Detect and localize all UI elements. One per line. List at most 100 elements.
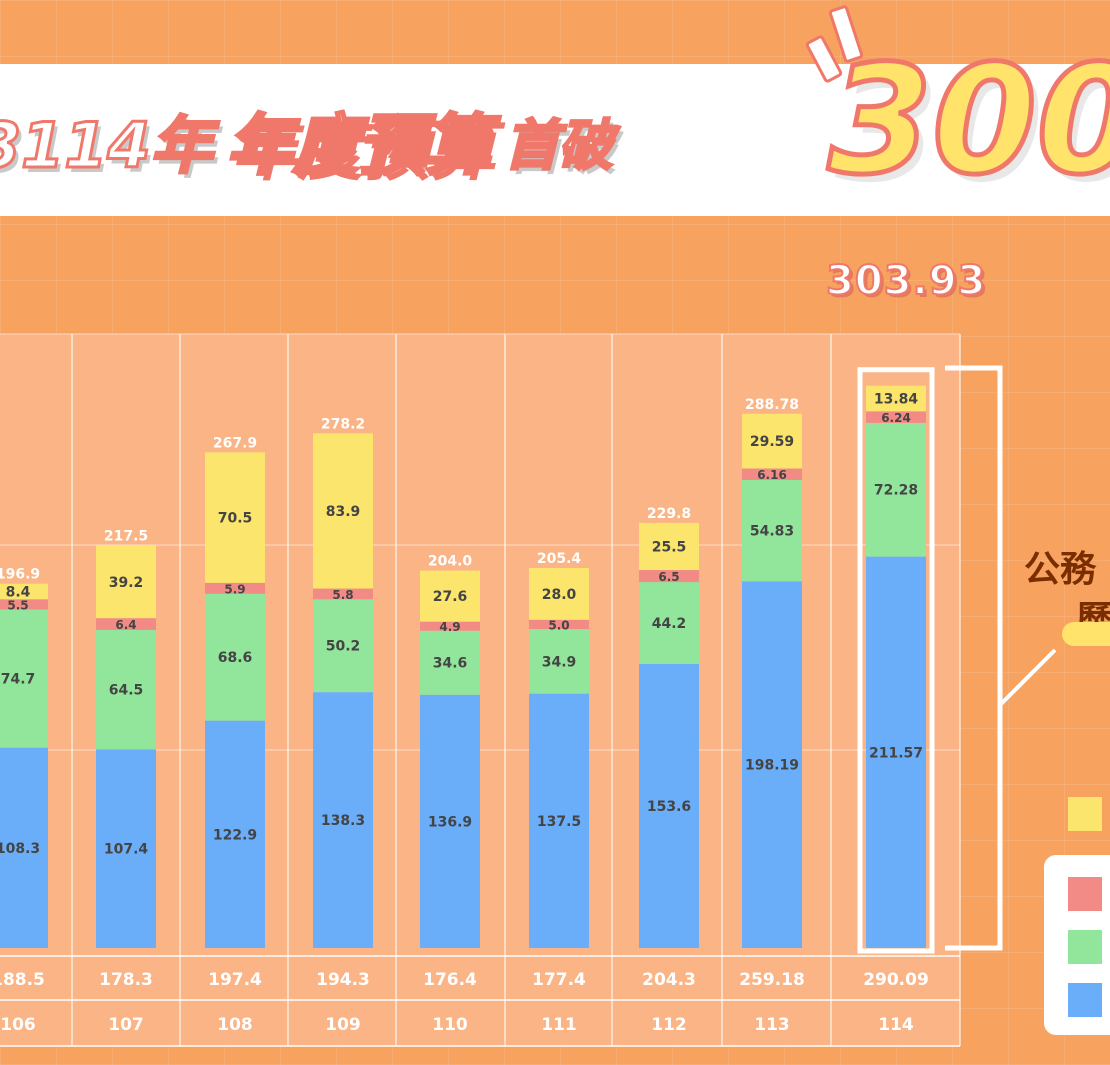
- bar-111-seg0: [529, 693, 589, 948]
- value-label-106-seg1: 74.7: [1, 672, 36, 688]
- row-value-113: 259.18: [739, 970, 805, 990]
- bar-111-seg3: [529, 568, 589, 620]
- title-300: 300: [825, 34, 1110, 208]
- value-label-111-seg2: 5.0: [548, 618, 569, 632]
- bar-106-seg1: [0, 609, 48, 748]
- value-label-106-seg3: 8.4: [6, 585, 31, 601]
- bar-110-seg3: [420, 570, 480, 622]
- row-value-108: 197.4: [208, 970, 262, 990]
- year-label-114: 114: [878, 1015, 914, 1035]
- value-label-111-seg3: 28.0: [542, 587, 577, 603]
- total-label-108: 267.9: [213, 435, 257, 451]
- bar-113-seg3: [742, 413, 802, 469]
- bar-107-seg3: [96, 545, 156, 619]
- value-label-110-seg3: 27.6: [433, 589, 468, 605]
- value-label-110-seg1: 34.6: [433, 656, 468, 672]
- value-label-107-seg1: 64.5: [109, 683, 144, 699]
- bar-106-seg3: [0, 583, 48, 600]
- chart-grid: [0, 333, 961, 1047]
- value-label-112-seg3: 25.5: [652, 539, 687, 555]
- value-label-110-seg0: 136.9: [428, 814, 472, 830]
- bar-106-seg0: [0, 747, 48, 948]
- bar-112-seg2: [639, 570, 699, 583]
- bar-107-seg0: [96, 749, 156, 948]
- total-label-107: 217.5: [104, 529, 148, 545]
- bar-110-seg0: [420, 694, 480, 948]
- total-label-106: 196.9: [0, 567, 40, 583]
- value-label-113-seg2: 6.16: [757, 468, 787, 482]
- bar-111-seg1: [529, 629, 589, 694]
- value-label-114-seg3: 13.84: [874, 392, 919, 408]
- bar-108-seg1: [205, 593, 265, 721]
- title-year: 3114年: [0, 108, 214, 184]
- highlight-outline-114: [857, 367, 935, 954]
- bar-109-seg2: [313, 588, 373, 600]
- total-label-111: 205.4: [537, 551, 582, 567]
- value-label-108-seg0: 122.9: [213, 827, 257, 843]
- bar-109-seg3: [313, 433, 373, 589]
- value-label-112-seg0: 153.6: [647, 799, 691, 815]
- year-label-107: 107: [108, 1015, 144, 1035]
- value-label-111-seg0: 137.5: [537, 814, 581, 830]
- year-label-109: 109: [325, 1015, 361, 1035]
- value-label-109-seg3: 83.9: [326, 504, 361, 520]
- bar-109-seg0: [313, 692, 373, 948]
- value-label-107-seg3: 39.2: [109, 575, 144, 591]
- value-label-112-seg1: 44.2: [652, 616, 687, 632]
- bar-111-seg2: [529, 619, 589, 630]
- bar-108-seg2: [205, 582, 265, 594]
- bar-112-seg0: [639, 663, 699, 948]
- bar-108-seg0: [205, 720, 265, 948]
- legend-swatch-red: [1068, 877, 1102, 911]
- year-label-110: 110: [432, 1015, 468, 1035]
- row-value-109: 194.3: [316, 970, 370, 990]
- decorations: [857, 365, 1057, 954]
- bar-114-seg2: [866, 411, 926, 423]
- value-label-111-seg1: 34.9: [542, 654, 577, 670]
- side-label-line1: 公務: [1024, 549, 1097, 590]
- value-label-114-seg0: 211.57: [869, 745, 923, 761]
- total-label-112: 229.8: [647, 506, 691, 522]
- legend-swatch-blue: [1068, 983, 1102, 1017]
- total-label-109: 278.2: [321, 416, 365, 432]
- row-value-114: 290.09: [863, 970, 929, 990]
- bar-109-seg1: [313, 599, 373, 693]
- bar-107-seg1: [96, 629, 156, 750]
- value-label-114-seg2: 6.24: [881, 411, 911, 425]
- bar-108-seg3: [205, 452, 265, 583]
- side-label-pill: [1062, 622, 1110, 646]
- row-value-106: 188.5: [0, 970, 45, 990]
- bar-110-seg2: [420, 621, 480, 631]
- year-label-106: 106: [0, 1015, 36, 1035]
- row-value-111: 177.4: [532, 970, 586, 990]
- bar-106-seg2: [0, 599, 48, 610]
- bracket-pointer: [998, 648, 1057, 707]
- bar-112-seg3: [639, 522, 699, 571]
- year-label-108: 108: [217, 1015, 253, 1035]
- title-first-break: 首破: [503, 112, 614, 178]
- labels-group: 108.3 74.7 5.58.4 196.9 188.5 106 107.4 64.5 6.4…: [0, 392, 929, 1035]
- value-label-113-seg1: 54.83: [750, 524, 794, 540]
- legend-swatch-yellow: [1068, 797, 1102, 831]
- bars-group: [0, 385, 926, 948]
- bar-112-seg1: [639, 582, 699, 664]
- bar-114-seg0: [866, 556, 926, 948]
- value-label-108-seg2: 5.9: [224, 582, 245, 596]
- value-label-109-seg2: 5.8: [332, 588, 353, 602]
- bar-113-seg2: [742, 468, 802, 480]
- row-value-107: 178.3: [99, 970, 153, 990]
- value-label-110-seg2: 4.9: [439, 620, 460, 634]
- value-label-113-seg0: 198.19: [745, 758, 799, 774]
- value-label-114-seg1: 72.28: [874, 483, 918, 499]
- value-label-108-seg3: 70.5: [218, 511, 253, 527]
- total-label-110: 204.0: [428, 554, 473, 570]
- value-label-106-seg0: 108.3: [0, 841, 40, 857]
- bracket: [945, 365, 1003, 951]
- year-label-113: 113: [754, 1015, 790, 1035]
- value-label-107-seg0: 107.4: [104, 842, 149, 858]
- value-label-109-seg0: 138.3: [321, 813, 365, 829]
- row-value-112: 204.3: [642, 970, 696, 990]
- title-banner: [0, 64, 1110, 216]
- title-row: 3114年 年度預算 首破: [0, 80, 614, 200]
